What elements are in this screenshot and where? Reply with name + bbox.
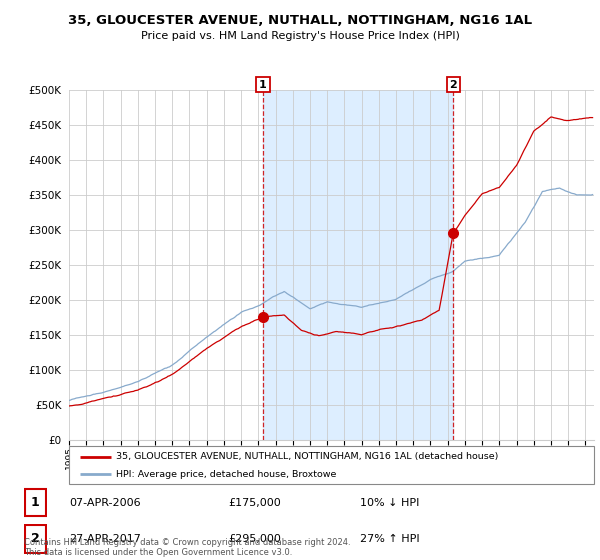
Text: 1: 1 — [31, 496, 40, 509]
Bar — [263, 90, 453, 440]
Text: 2: 2 — [449, 80, 457, 90]
Text: 35, GLOUCESTER AVENUE, NUTHALL, NOTTINGHAM, NG16 1AL: 35, GLOUCESTER AVENUE, NUTHALL, NOTTINGH… — [68, 14, 532, 27]
FancyBboxPatch shape — [69, 446, 594, 484]
Text: HPI: Average price, detached house, Broxtowe: HPI: Average price, detached house, Brox… — [116, 470, 337, 479]
Text: 27-APR-2017: 27-APR-2017 — [69, 534, 141, 544]
Text: 2: 2 — [31, 533, 40, 545]
Text: Contains HM Land Registry data © Crown copyright and database right 2024.
This d: Contains HM Land Registry data © Crown c… — [24, 538, 350, 557]
Text: 27% ↑ HPI: 27% ↑ HPI — [360, 534, 419, 544]
Text: Price paid vs. HM Land Registry's House Price Index (HPI): Price paid vs. HM Land Registry's House … — [140, 31, 460, 41]
FancyBboxPatch shape — [25, 525, 46, 553]
Text: 35, GLOUCESTER AVENUE, NUTHALL, NOTTINGHAM, NG16 1AL (detached house): 35, GLOUCESTER AVENUE, NUTHALL, NOTTINGH… — [116, 452, 499, 461]
Text: £295,000: £295,000 — [228, 534, 281, 544]
Text: 07-APR-2006: 07-APR-2006 — [69, 498, 140, 507]
Text: 10% ↓ HPI: 10% ↓ HPI — [360, 498, 419, 507]
Text: 1: 1 — [259, 80, 267, 90]
Text: £175,000: £175,000 — [228, 498, 281, 507]
FancyBboxPatch shape — [25, 489, 46, 516]
